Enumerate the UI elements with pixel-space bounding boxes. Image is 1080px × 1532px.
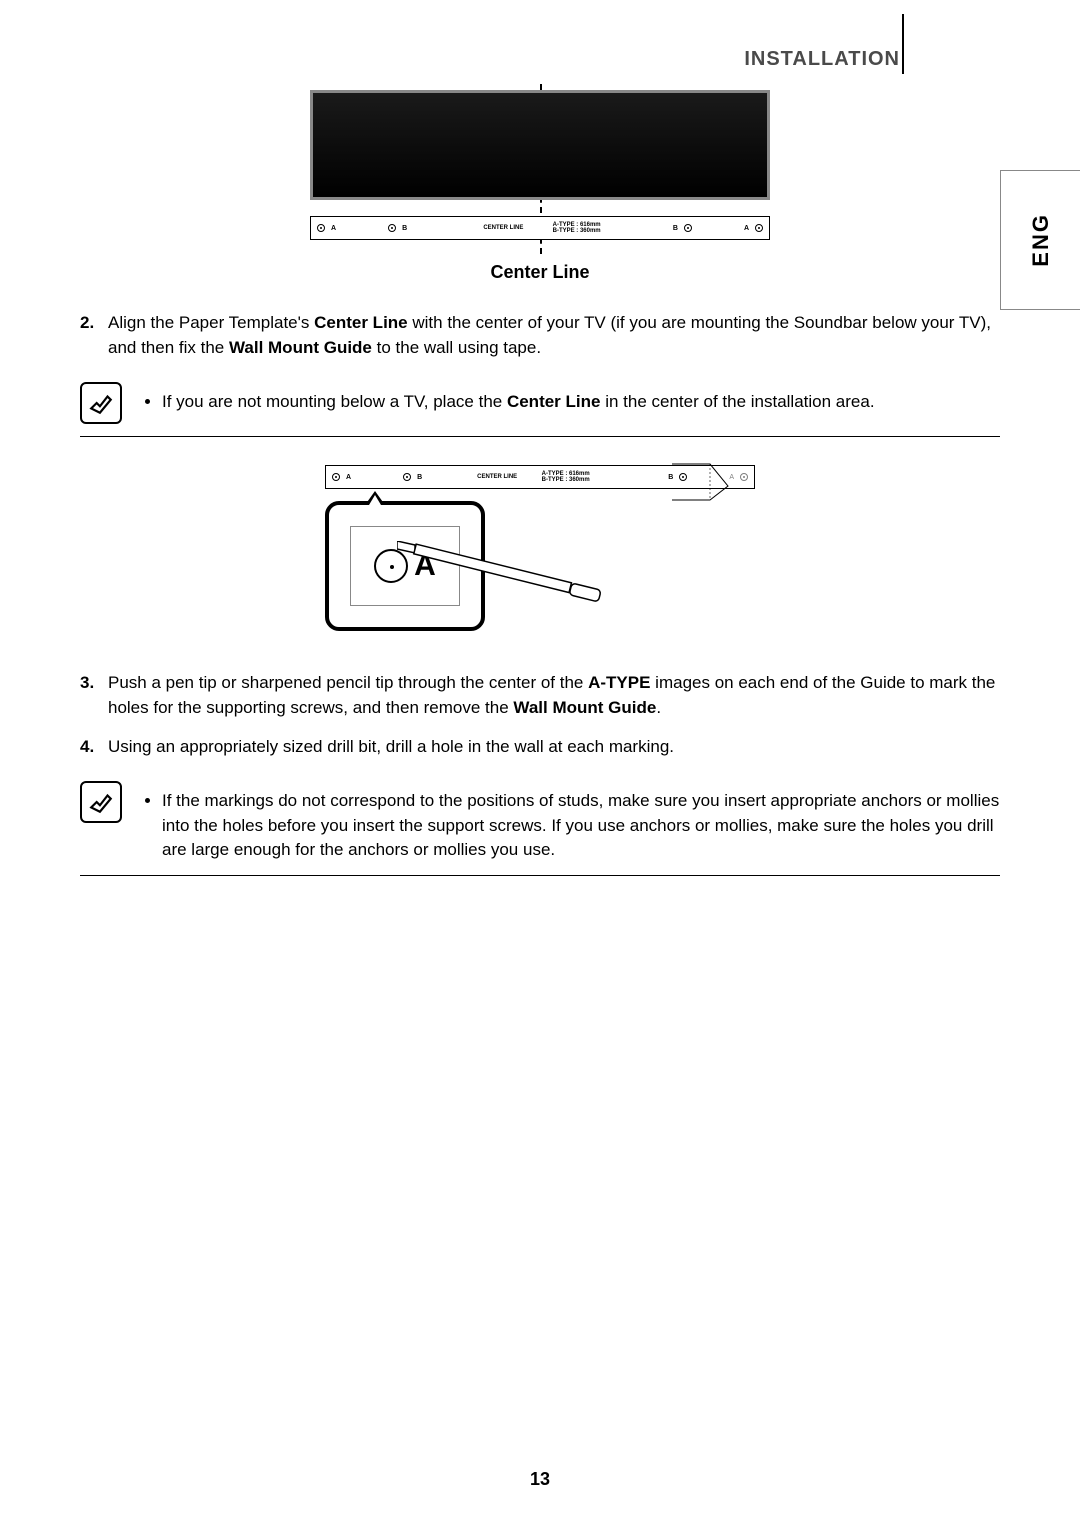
strip-type-b: B-TYPE : 360mm — [553, 228, 601, 234]
strip2-label-a-left: A — [346, 474, 351, 481]
note-block-2: If the markings do not correspond to the… — [80, 781, 1000, 876]
step-number: 4. — [80, 735, 108, 760]
page-number: 13 — [530, 1469, 550, 1490]
strip-label-a-left: A — [331, 225, 336, 232]
header-divider — [902, 14, 904, 74]
note-text: If you are not mounting below a TV, plac… — [144, 382, 875, 415]
hole-marker-icon — [403, 473, 411, 481]
strip-label-b-left: B — [402, 225, 407, 232]
note-block-1: If you are not mounting below a TV, plac… — [80, 382, 1000, 437]
step-text: Align the Paper Template's Center Line w… — [108, 311, 1000, 360]
hole-marker-icon — [388, 224, 396, 232]
step-text: Using an appropriately sized drill bit, … — [108, 735, 1000, 760]
note-icon — [80, 382, 122, 424]
figure-pencil-marking: A B CENTER LINE A-TYPE : 616mm B-TYPE : … — [325, 465, 755, 631]
strip2-label-a-right: A — [729, 474, 734, 481]
figure-tv-alignment: A B CENTER LINE A-TYPE : 616mm B-TYPE : … — [310, 90, 770, 283]
step-3: 3. Push a pen tip or sharpened pencil ti… — [80, 671, 1000, 720]
step-number: 2. — [80, 311, 108, 360]
callout-pointer-icon — [365, 491, 385, 505]
strip-label-a-right: A — [744, 225, 749, 232]
language-label: ENG — [1028, 213, 1054, 267]
note-text: If the markings do not correspond to the… — [144, 781, 1000, 863]
paper-fold-icon — [670, 462, 730, 502]
wall-mount-guide-strip: A B CENTER LINE A-TYPE : 616mm B-TYPE : … — [310, 216, 770, 240]
strip-label-b-right: B — [673, 225, 678, 232]
hole-marker-icon — [740, 473, 748, 481]
hole-marker-icon — [317, 224, 325, 232]
step-4: 4. Using an appropriately sized drill bi… — [80, 735, 1000, 760]
step-number: 3. — [80, 671, 108, 720]
strip2-type-b: B-TYPE : 360mm — [542, 477, 590, 483]
pencil-icon — [397, 541, 637, 641]
language-tab: ENG — [1000, 170, 1080, 310]
hole-marker-icon — [755, 224, 763, 232]
step-2: 2. Align the Paper Template's Center Lin… — [80, 311, 1000, 360]
strip2-center-label: CENTER LINE — [477, 474, 517, 480]
wall-mount-guide-strip-2: A B CENTER LINE A-TYPE : 616mm B-TYPE : … — [325, 465, 755, 489]
tv-illustration — [310, 90, 770, 200]
strip2-label-b-left: B — [417, 474, 422, 481]
strip-center-label: CENTER LINE — [483, 225, 523, 231]
note-icon — [80, 781, 122, 823]
section-header: INSTALLATION — [744, 48, 900, 71]
hole-marker-icon — [332, 473, 340, 481]
step-text: Push a pen tip or sharpened pencil tip t… — [108, 671, 1000, 720]
center-line-caption: Center Line — [310, 262, 770, 283]
hole-marker-icon — [684, 224, 692, 232]
